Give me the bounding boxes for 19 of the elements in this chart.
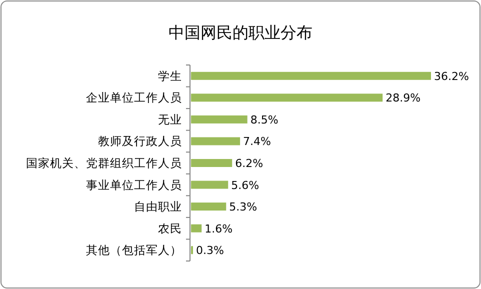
y-tick-label: 事业单位工作人员 <box>86 178 182 192</box>
chart-title: 中国网民的职业分布 <box>168 23 312 42</box>
data-label: 5.6% <box>231 178 260 192</box>
data-label: 36.2% <box>434 70 469 83</box>
data-label: 28.9% <box>386 92 421 105</box>
y-tick-label: 企业单位工作人员 <box>86 90 182 105</box>
data-label: 5.3% <box>229 200 258 214</box>
y-tick-label: 教师及行政人员 <box>98 134 182 148</box>
data-label: 8.5% <box>250 113 278 126</box>
data-label: 1.6% <box>204 222 233 236</box>
data-label: 6.2% <box>235 157 264 170</box>
y-tick-label: 自由职业 <box>134 200 182 214</box>
y-tick-label: 无业 <box>158 112 182 126</box>
y-tick-label: 其他（包括军人） <box>86 243 182 258</box>
y-tick-label: 国家机关、党群组织工作人员 <box>26 156 182 170</box>
y-tick-label: 学生 <box>158 68 182 83</box>
data-label: 0.3% <box>196 244 224 258</box>
y-tick-label: 农民 <box>158 221 182 236</box>
data-label: 7.4% <box>243 135 272 148</box>
